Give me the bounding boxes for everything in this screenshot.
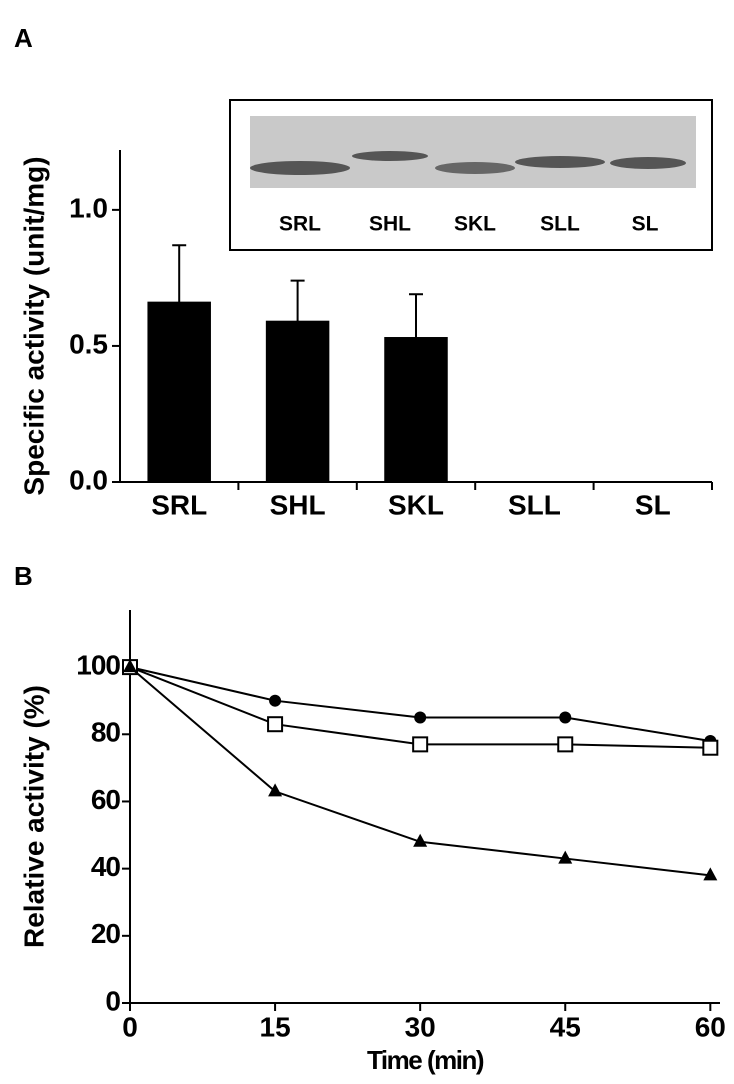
y-tick-label: 40 <box>91 851 121 882</box>
x-tick-label: SKL <box>388 489 444 520</box>
y-tick-label: 0.5 <box>69 328 108 359</box>
y-tick-label: 80 <box>91 717 121 748</box>
y-tick-label: 20 <box>91 918 121 949</box>
gel-band <box>515 156 605 168</box>
gel-band <box>352 151 428 161</box>
gel-band <box>250 161 350 175</box>
x-tick-label: SLL <box>508 489 561 520</box>
inset-lane-label: SLL <box>540 213 580 236</box>
inset-lane-label: SL <box>632 213 659 236</box>
x-tick-label: 60 <box>695 1011 726 1042</box>
gel-image <box>250 116 696 188</box>
bar <box>148 302 210 482</box>
inset-lane-label: SKL <box>454 213 496 236</box>
panel-label: B <box>14 561 33 591</box>
y-tick-label: 60 <box>91 784 121 815</box>
marker <box>268 717 282 731</box>
x-tick-label: 30 <box>405 1011 436 1042</box>
figure: A Specific activity (unit/mg) 0.0 0.5 1.0 SRL… <box>0 0 734 1084</box>
series-line <box>130 667 710 741</box>
marker <box>269 695 281 707</box>
x-tick-label: SHL <box>270 489 326 520</box>
inset-lane-label: SHL <box>369 213 411 236</box>
y-axis-label: Relative activity (%) <box>18 685 49 948</box>
marker <box>268 783 282 796</box>
marker <box>413 737 427 751</box>
y-tick-label: 0 <box>105 985 120 1016</box>
series-line <box>130 667 710 748</box>
bar <box>267 321 329 482</box>
inset-lane-label: SRL <box>279 213 321 236</box>
marker <box>558 737 572 751</box>
x-tick-label: 15 <box>260 1011 291 1042</box>
bar <box>385 338 447 482</box>
marker <box>703 741 717 755</box>
marker <box>414 711 426 723</box>
y-axis-label: Specific activity (unit/mg) <box>18 156 49 495</box>
x-tick-label: 45 <box>550 1011 581 1042</box>
y-tick-label: 100 <box>76 649 120 680</box>
page: A Specific activity (unit/mg) 0.0 0.5 1.0 SRL… <box>0 0 734 1084</box>
x-tick-label: SL <box>635 489 671 520</box>
y-tick-label: 1.0 <box>69 192 108 223</box>
panel-label: A <box>14 23 33 53</box>
gel-band <box>610 157 686 169</box>
x-axis-label: Time (min) <box>367 1045 484 1075</box>
x-tick-label: 0 <box>122 1011 138 1042</box>
gel-band <box>435 162 515 174</box>
y-tick-label: 0.0 <box>69 464 108 495</box>
marker <box>559 711 571 723</box>
x-tick-label: SRL <box>151 489 207 520</box>
